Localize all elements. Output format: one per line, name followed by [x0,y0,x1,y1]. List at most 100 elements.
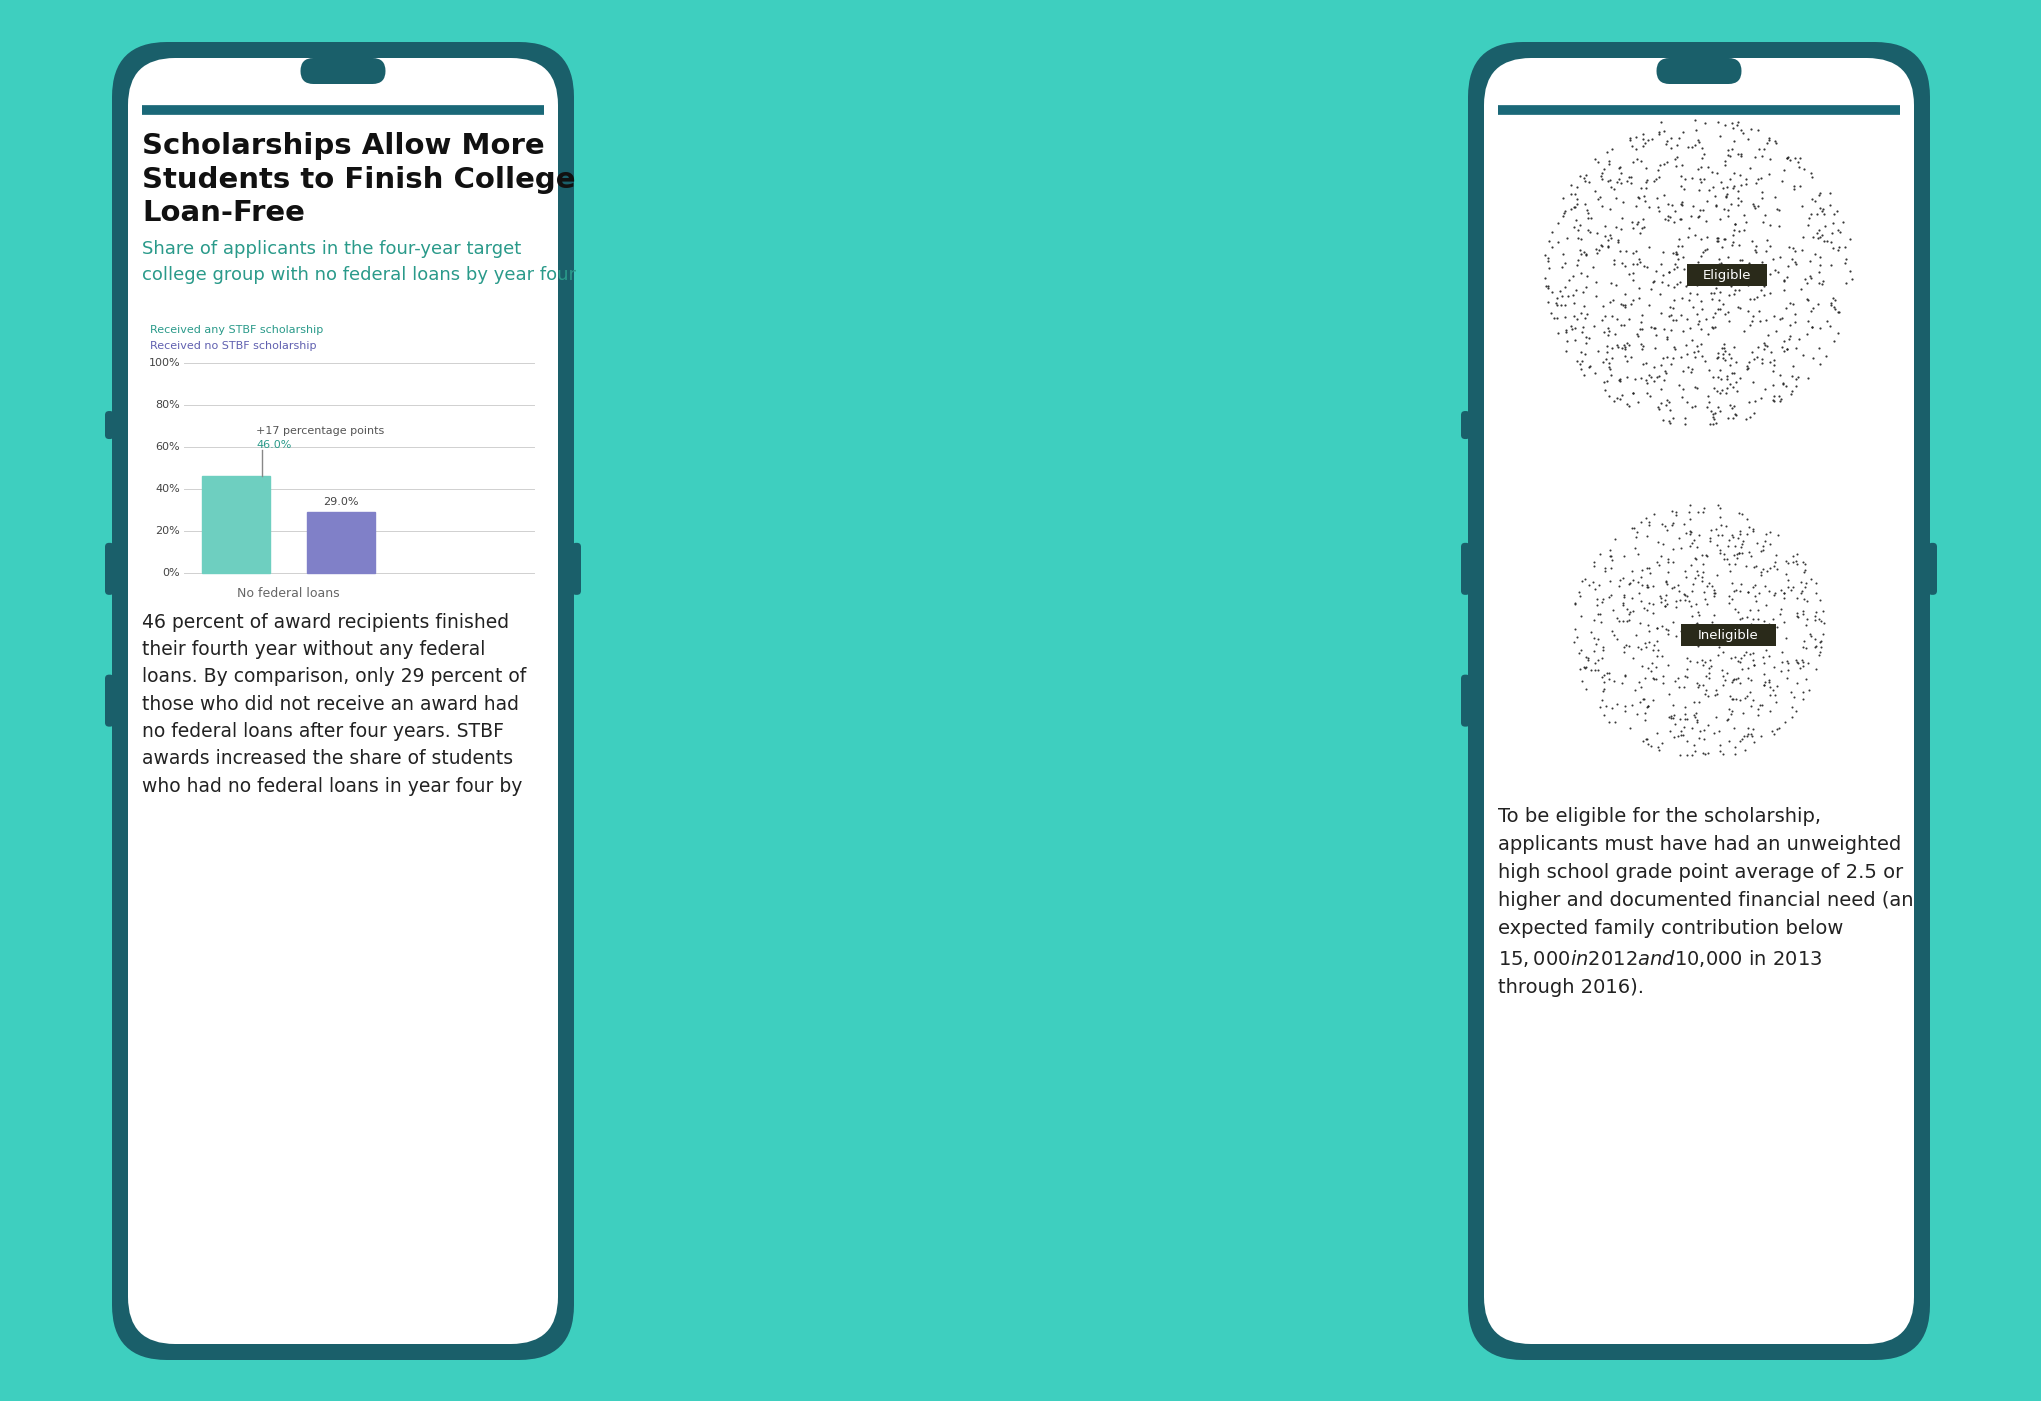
Point [1684,171,1716,193]
Point [1729,168,1761,191]
Point [1800,221,1833,244]
Point [1563,342,1596,364]
Point [1698,315,1731,338]
Point [1631,556,1663,579]
Point [1600,628,1633,650]
Point [1682,691,1714,713]
Point [1531,275,1563,297]
Point [1672,744,1704,766]
Point [1708,227,1741,249]
Point [1667,406,1700,429]
Point [1549,199,1582,221]
Point [1802,184,1835,206]
Point [1629,702,1661,724]
Point [1606,594,1639,616]
Point [1586,234,1619,256]
Point [1643,120,1676,143]
Point [1565,605,1598,628]
Point [1784,570,1816,593]
Text: Received any STBF scholarship: Received any STBF scholarship [149,325,322,335]
Point [1753,214,1786,237]
Point [1682,312,1714,335]
Text: +17 percentage points: +17 percentage points [255,426,384,436]
Point [1592,385,1625,408]
Point [1723,188,1755,210]
Point [1663,527,1696,549]
Point [1639,317,1672,339]
Point [1704,514,1737,537]
Point [1665,723,1698,745]
Point [1747,332,1780,354]
Point [1559,618,1592,640]
Point [1674,282,1706,304]
Point [1774,314,1806,336]
Point [1753,621,1786,643]
Point [1749,137,1782,160]
Point [1696,406,1729,429]
Point [1733,314,1765,336]
Point [1710,663,1743,685]
Point [1670,523,1702,545]
Point [1616,587,1649,609]
Point [1721,544,1753,566]
Point [1586,689,1619,712]
Point [1739,146,1772,168]
Point [1600,335,1633,357]
Point [1733,716,1765,738]
Point [1594,168,1627,191]
Point [1749,335,1782,357]
Point [1745,167,1778,189]
Point [1561,350,1594,373]
Point [1716,130,1749,153]
Point [1588,321,1621,343]
Point [1647,513,1680,535]
Point [1678,296,1710,318]
Point [1635,317,1667,339]
Point [1719,402,1751,425]
Point [1674,507,1706,530]
Point [1637,668,1670,691]
Point [1790,608,1823,630]
Point [1680,559,1712,581]
Point [1637,593,1670,615]
Point [1698,185,1731,207]
Point [1563,584,1596,607]
Point [1690,308,1723,331]
Point [1625,333,1657,356]
Point [1612,262,1645,284]
Point [1588,559,1621,581]
Point [1649,370,1682,392]
Point [1698,413,1731,436]
Point [1676,532,1708,555]
Point [1816,286,1849,308]
Point [1535,221,1567,244]
Point [1625,338,1657,360]
Point [1686,566,1719,588]
Point [1594,224,1627,247]
Point [1584,542,1616,565]
Point [1596,137,1629,160]
Point [1796,317,1829,339]
Point [1633,514,1665,537]
Point [1690,226,1723,248]
Point [1765,660,1798,682]
Point [1678,546,1710,569]
Point [1716,717,1749,740]
Point [1541,291,1574,314]
Point [1688,622,1721,644]
Point [1643,584,1676,607]
Point [1682,206,1714,228]
Point [1712,698,1745,720]
Point [1570,244,1602,266]
Point [1716,137,1749,160]
Point [1555,174,1588,196]
Point [1737,287,1770,310]
Point [1657,289,1690,311]
FancyBboxPatch shape [1929,542,1937,595]
Point [1694,399,1727,422]
Point [1731,359,1763,381]
Point [1770,338,1802,360]
Point [1706,378,1739,401]
Point [1747,674,1780,696]
Point [1598,178,1631,200]
